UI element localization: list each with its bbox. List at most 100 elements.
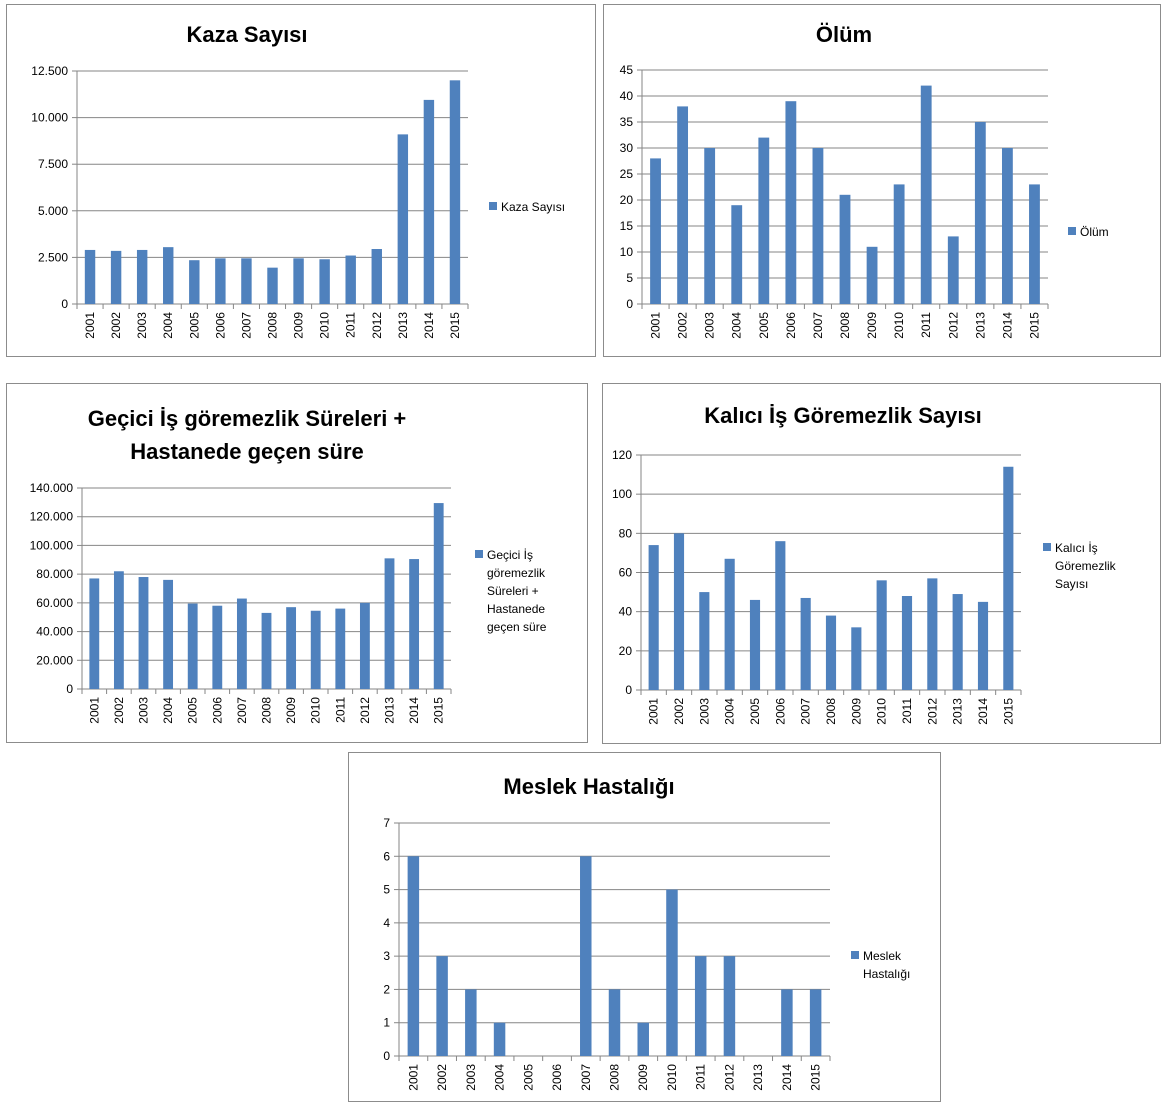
legend-label: Kaza Sayısı <box>501 198 565 216</box>
y-tick-label: 25 <box>620 167 634 181</box>
y-tick-label: 5 <box>626 271 633 285</box>
bar <box>724 558 735 690</box>
x-tick-label: 2001 <box>649 312 663 339</box>
y-tick-label: 2 <box>383 982 390 996</box>
legend-line: Geçici İş <box>487 548 534 562</box>
y-tick-label: 10 <box>620 245 634 259</box>
x-tick-label: 2005 <box>187 312 201 339</box>
bar <box>493 1022 506 1056</box>
bar <box>758 137 770 304</box>
bar <box>236 598 247 689</box>
chart-legend: Ölüm <box>1068 223 1109 241</box>
legend-swatch <box>475 550 483 558</box>
chart-panel-gecici-is-goremezlik: Geçici İş göremezlik Süreleri + Hastaned… <box>6 383 588 743</box>
chart-title: Geçici İş göremezlik Süreleri + Hastaned… <box>7 402 487 468</box>
y-tick-label: 5 <box>383 883 390 897</box>
bar <box>1029 184 1040 304</box>
y-tick-label: 7.500 <box>38 157 68 171</box>
bar-chart-kalici-is-goremezlik: 0 20 40 60 80 100 120 2001 2002 2003 2004 2005 2006 2… <box>612 448 1022 725</box>
x-tick-label: 2003 <box>137 697 151 724</box>
bar <box>952 594 963 690</box>
y-tick-label: 45 <box>620 63 634 77</box>
bar <box>694 956 707 1056</box>
x-tick-label: 2010 <box>892 312 906 339</box>
bar <box>163 247 174 304</box>
bar <box>977 601 989 690</box>
y-tick-label: 100 <box>612 487 632 501</box>
y-tick-label: 10.000 <box>31 111 68 125</box>
legend-label: Kalıcı İş Göremezlik Sayısı <box>1055 539 1116 593</box>
y-tick-label: 30 <box>620 141 634 155</box>
bar <box>89 578 100 689</box>
bar <box>781 989 793 1056</box>
chart-panel-olum: Ölüm 0 5 10 15 20 25 30 35 40 45 2001 2002 2003 2004 2… <box>603 4 1161 357</box>
bar <box>286 607 297 689</box>
bar <box>1001 148 1013 304</box>
x-tick-label: 2006 <box>550 1064 564 1091</box>
bar <box>293 258 304 304</box>
legend-line: geçen süre <box>487 620 547 634</box>
x-tick-label: 2014 <box>780 1064 794 1091</box>
y-tick-label: 4 <box>383 916 390 930</box>
bar <box>189 260 200 304</box>
y-tick-label: 0 <box>61 297 68 311</box>
x-tick-label: 2009 <box>284 697 298 724</box>
y-tick-label: 0 <box>625 683 632 697</box>
bar-chart-meslek-hastaligi: 0 1 2 3 4 5 6 7 2001 2002 2003 2004 2005 2006 2007 2008… <box>383 816 831 1091</box>
y-tick-label: 15 <box>620 219 634 233</box>
y-tick-label: 0 <box>66 682 73 696</box>
bar <box>1003 466 1014 690</box>
y-tick-label: 40.000 <box>36 625 73 639</box>
bar <box>267 267 278 304</box>
chart-legend: Geçici İş göremezlik Süreleri + Hastaned… <box>475 546 546 636</box>
legend-line: Süreleri + <box>487 584 539 598</box>
x-tick-label: 2004 <box>161 312 175 339</box>
y-tick-label: 20 <box>620 193 634 207</box>
bar <box>851 627 862 690</box>
x-tick-label: 2007 <box>799 698 813 725</box>
legend-line: Ölüm <box>1080 225 1109 239</box>
bar <box>465 989 477 1056</box>
bar <box>215 258 226 304</box>
bar <box>785 101 797 304</box>
x-tick-label: 2003 <box>697 698 711 725</box>
x-tick-label: 2012 <box>370 312 384 339</box>
y-tick-label: 0 <box>383 1049 390 1063</box>
bar <box>359 602 370 689</box>
bar <box>704 148 716 304</box>
bar <box>136 249 148 304</box>
chart-title: Ölüm <box>815 22 873 47</box>
x-tick-label: 2015 <box>809 1064 823 1091</box>
x-tick-label: 2012 <box>946 312 960 339</box>
x-tick-label: 2013 <box>396 312 410 339</box>
bar <box>384 558 395 689</box>
bar <box>666 889 678 1056</box>
x-tick-label: 2011 <box>900 698 914 724</box>
bar <box>648 545 659 690</box>
x-tick-label: 2010 <box>318 312 332 339</box>
legend-label: Ölüm <box>1080 223 1109 241</box>
y-tick-label: 120.000 <box>30 510 74 524</box>
bar <box>800 597 811 690</box>
x-tick-label: 2010 <box>665 1064 679 1091</box>
bar <box>876 580 887 690</box>
x-tick-label: 2002 <box>672 698 686 725</box>
bar <box>866 246 878 304</box>
y-tick-label: 60.000 <box>36 596 73 610</box>
y-tick-label: 140.000 <box>30 481 74 495</box>
bar <box>449 80 461 304</box>
bar <box>212 605 223 689</box>
x-tick-label: 2009 <box>849 698 863 725</box>
legend-line: Kaza Sayısı <box>501 200 566 214</box>
y-tick-label: 100.000 <box>30 538 74 552</box>
y-tick-label: 120 <box>612 448 632 462</box>
bar <box>947 236 959 304</box>
y-tick-label: 7 <box>383 816 390 830</box>
y-tick-label: 40 <box>619 605 633 619</box>
x-tick-label: 2011 <box>344 312 358 338</box>
x-tick-label: 2015 <box>1001 698 1015 725</box>
x-tick-label: 2010 <box>875 698 889 725</box>
x-tick-label: 2004 <box>161 697 175 724</box>
x-tick-label: 2002 <box>112 697 126 724</box>
bar <box>608 989 621 1056</box>
